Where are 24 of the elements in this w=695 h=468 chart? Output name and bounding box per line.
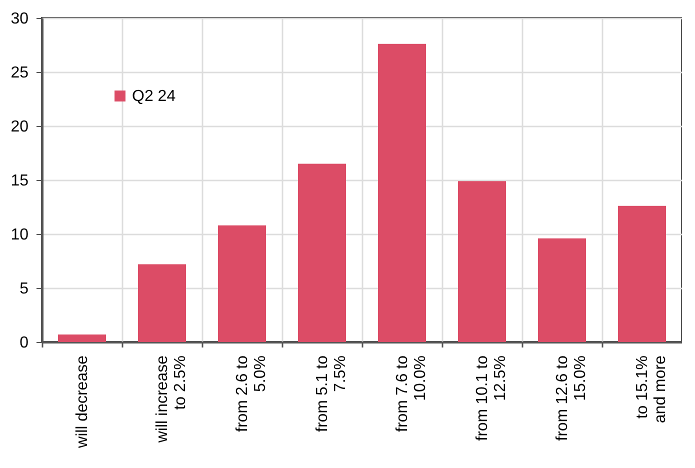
y-tick-label: 30 [10, 10, 29, 28]
x-tick-label: from 12.6 to 15.0% [554, 355, 589, 441]
x-tick-label: to 15.1% and more [634, 355, 669, 424]
y-tick-label: 0 [20, 334, 29, 352]
x-tick-label: from 2.6 to 5.0% [234, 355, 269, 432]
bar [378, 44, 426, 342]
y-tick-label: 5 [20, 280, 29, 298]
y-tick-label: 10 [10, 226, 29, 244]
x-tick-label: will decrease [74, 355, 91, 449]
y-tick-label: 20 [10, 118, 29, 136]
x-tick-label: from 5.1 to 7.5% [314, 355, 349, 432]
bar [618, 206, 666, 342]
x-tick-label: from 7.6 to 10.0% [394, 355, 429, 432]
bar [538, 238, 586, 342]
bar [458, 181, 506, 342]
bar [58, 334, 106, 342]
y-tick-label: 25 [10, 64, 29, 82]
bar [138, 264, 186, 342]
y-tick-label: 15 [10, 172, 29, 190]
x-tick-label: from 10.1 to 12.5% [474, 355, 509, 441]
x-tick-label: will increase to 2.5% [154, 355, 189, 444]
bar [298, 164, 346, 342]
legend-label: Q2 24 [132, 88, 176, 105]
bar [218, 225, 266, 342]
